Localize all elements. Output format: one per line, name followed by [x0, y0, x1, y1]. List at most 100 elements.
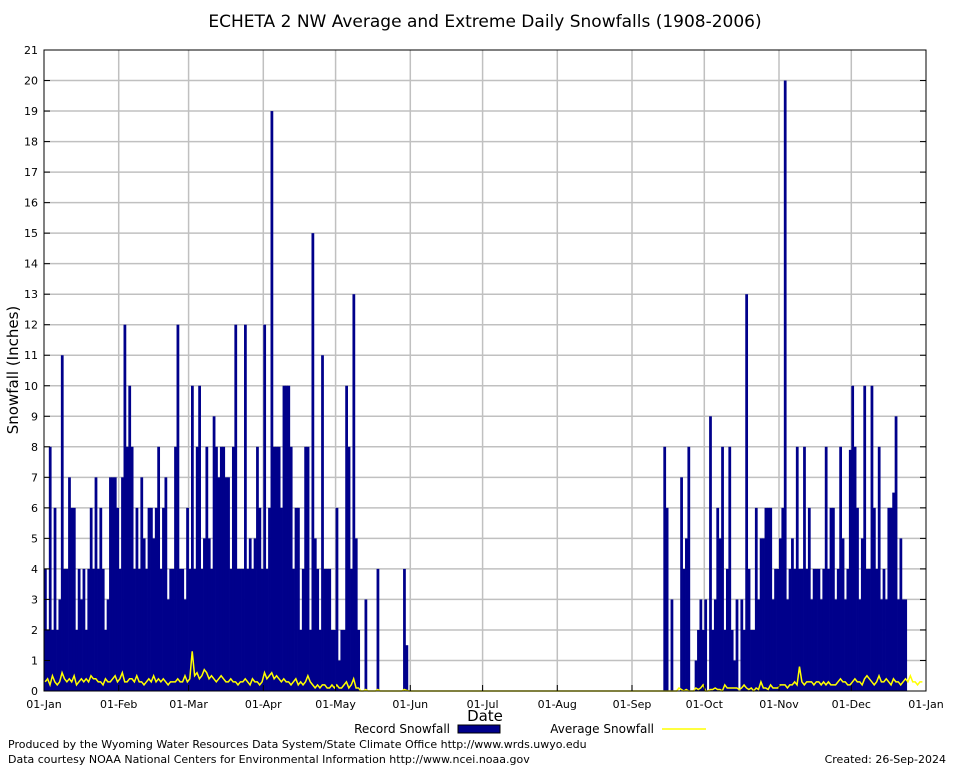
record-snowfall-bar: [323, 568, 327, 691]
record-snowfall-bar: [219, 446, 223, 691]
record-snowfall-bar: [762, 538, 765, 691]
record-snowfall-bar: [109, 477, 112, 691]
record-snowfall-bar: [260, 568, 264, 691]
record-snowfall-bar: [328, 568, 332, 691]
record-snowfall-bar: [227, 477, 230, 691]
record-snowfall-bar: [901, 599, 905, 691]
record-snowfall-bar: [65, 568, 69, 691]
x-tick-label: 01-Mar: [169, 698, 208, 711]
record-snowfall-bar: [248, 538, 252, 691]
x-tick-label: 01-Jul: [467, 698, 499, 711]
record-snowfall-bar: [193, 568, 197, 691]
record-snowfall-bar: [80, 599, 83, 691]
record-snowfall-bar: [125, 446, 129, 691]
record-snowfall-bar: [154, 507, 158, 691]
record-snowfall-bar: [301, 568, 305, 691]
record-snowfall-bar: [798, 568, 802, 691]
record-snowfall-bar: [697, 629, 700, 691]
record-snowfall-bar: [791, 538, 794, 691]
record-snowfall-bar: [754, 507, 758, 691]
y-tick-label: 14: [24, 258, 38, 271]
y-tick-label: 11: [24, 349, 38, 362]
record-snowfall-bar: [292, 568, 295, 691]
record-snowfall-bar: [699, 599, 703, 691]
y-tick-label: 18: [24, 136, 38, 149]
x-tick-label: 01-Aug: [538, 698, 577, 711]
record-snowfall-bar: [183, 599, 187, 691]
record-snowfall-bar: [904, 599, 908, 691]
record-snowfall-bar: [665, 507, 669, 691]
y-tick-label: 10: [24, 380, 38, 393]
record-snowfall-bar: [330, 629, 334, 691]
record-snowfall-bar: [817, 568, 821, 691]
record-snowfall-bar: [352, 294, 356, 691]
record-snowfall-bar: [188, 568, 192, 691]
record-snowfall-bar: [299, 629, 303, 691]
record-snowfall-bar: [757, 599, 761, 691]
record-snowfall-bar: [733, 660, 736, 691]
record-snowfall-bar: [899, 538, 903, 691]
record-snowfall-bar: [84, 629, 88, 691]
record-snowfall-bar: [89, 507, 93, 691]
y-tick-label: 1: [31, 654, 38, 667]
record-snowfall-bar: [106, 599, 110, 691]
record-snowfall-bar: [200, 568, 204, 691]
record-snowfall-bar: [685, 538, 688, 691]
record-snowfall-bar: [865, 568, 869, 691]
y-tick-label: 4: [31, 563, 38, 576]
record-snowfall-bar: [687, 446, 691, 691]
record-snowfall-bar: [766, 507, 770, 691]
x-tick-label: 01-Oct: [686, 698, 724, 711]
legend-swatch-record: [457, 724, 501, 734]
record-snowfall-bar: [164, 477, 168, 691]
x-axis-label: Date: [467, 707, 503, 725]
record-snowfall-bar: [123, 324, 127, 691]
y-tick-label: 0: [31, 685, 38, 698]
record-snowfall-bar: [198, 385, 201, 691]
x-tick-label: 01-Sep: [613, 698, 652, 711]
y-tick-label: 20: [24, 75, 38, 88]
legend-label-average: Average Snowfall: [550, 722, 654, 736]
y-tick-label: 16: [24, 197, 38, 210]
record-snowfall-bar: [885, 599, 888, 691]
y-tick-label: 8: [31, 441, 38, 454]
x-tick-label: 01-Apr: [245, 698, 282, 711]
record-snowfall-bar: [795, 446, 799, 691]
record-snowfall-bar: [277, 446, 281, 691]
record-snowfall-bar: [178, 568, 182, 691]
record-snowfall-bar: [150, 507, 153, 691]
record-snowfall-bar: [53, 507, 57, 691]
record-snowfall-bar: [72, 507, 76, 691]
record-snowfall-bar: [68, 477, 71, 691]
record-snowfall-bar: [304, 446, 308, 691]
record-snowfall-bar: [313, 538, 317, 691]
y-tick-label: 17: [24, 166, 38, 179]
record-snowfall-bar: [776, 568, 780, 691]
record-snowfall-bar: [275, 446, 279, 691]
record-snowfall-bar: [403, 568, 406, 691]
record-snowfall-bar: [205, 446, 209, 691]
record-snowfall-bar: [294, 507, 298, 691]
record-snowfall-bar: [176, 324, 180, 691]
record-snowfall-bar: [263, 324, 267, 691]
record-snowfall-bar: [104, 629, 108, 691]
record-snowfall-bar: [750, 629, 753, 691]
x-tick-label: 01-May: [315, 698, 356, 711]
y-tick-label: 9: [31, 410, 38, 423]
record-snowfall-bar: [284, 385, 288, 691]
record-snowfall-bar: [234, 324, 238, 691]
record-snowfall-bar: [130, 446, 134, 691]
record-snowfall-bar: [357, 629, 361, 691]
record-snowfall-bar: [133, 568, 136, 691]
y-tick-label: 12: [24, 319, 38, 332]
record-snowfall-bar: [663, 446, 667, 691]
record-snowfall-bar: [203, 538, 206, 691]
record-snowfall-bar: [171, 568, 175, 691]
record-snowfall-bar: [128, 385, 132, 691]
record-snowfall-bar: [844, 599, 847, 691]
record-snowfall-bar: [289, 446, 293, 691]
record-snowfall-bar: [829, 507, 833, 691]
x-tick-label: 01-Feb: [100, 698, 137, 711]
record-snowfall-bar: [246, 568, 250, 691]
